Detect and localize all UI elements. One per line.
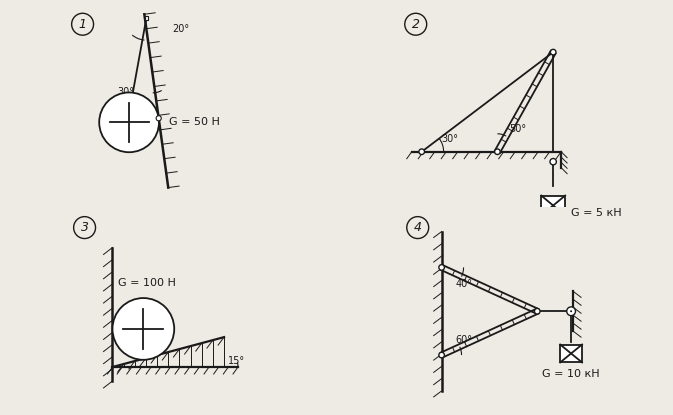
- Circle shape: [112, 298, 174, 360]
- Circle shape: [570, 310, 572, 312]
- Bar: [145, 17, 148, 20]
- Text: 15°: 15°: [228, 356, 245, 366]
- Text: 3: 3: [81, 221, 89, 234]
- Circle shape: [534, 308, 540, 314]
- Text: 20°: 20°: [172, 24, 189, 34]
- Circle shape: [439, 352, 444, 358]
- Text: 60°: 60°: [456, 335, 472, 345]
- Text: G = 50 H: G = 50 H: [169, 117, 220, 127]
- Text: 2: 2: [412, 18, 420, 31]
- Text: G = 10 кН: G = 10 кН: [542, 369, 600, 379]
- Circle shape: [439, 265, 444, 270]
- Text: 1: 1: [79, 18, 87, 31]
- Circle shape: [495, 149, 500, 154]
- Text: 50°: 50°: [509, 124, 526, 134]
- Circle shape: [99, 93, 159, 152]
- Circle shape: [419, 149, 425, 154]
- Text: 30°: 30°: [117, 87, 134, 97]
- Bar: [560, 344, 582, 362]
- Bar: [541, 195, 565, 215]
- Circle shape: [567, 307, 575, 316]
- Circle shape: [550, 159, 557, 165]
- Circle shape: [156, 116, 162, 121]
- Text: 4: 4: [414, 221, 422, 234]
- Text: 40°: 40°: [456, 279, 472, 289]
- Text: G = 5 кН: G = 5 кН: [571, 208, 622, 218]
- Text: G = 100 H: G = 100 H: [118, 278, 176, 288]
- Text: 30°: 30°: [441, 134, 458, 144]
- Circle shape: [551, 49, 556, 55]
